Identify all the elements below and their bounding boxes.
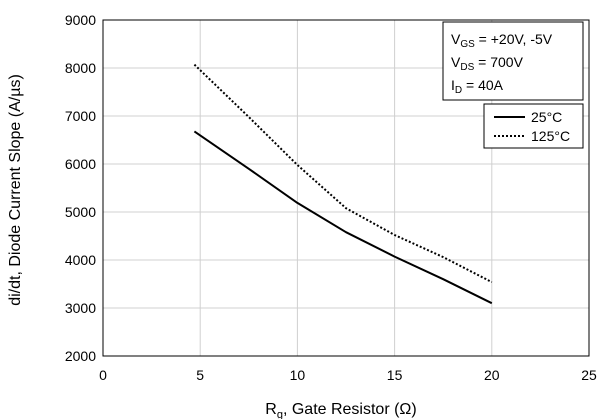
legend-label-125c: 125°C xyxy=(531,128,570,144)
series-line-25c xyxy=(193,130,493,305)
condition-vgs: VGS = +20V, -5V xyxy=(451,31,553,50)
y-tick-label: 5000 xyxy=(65,204,96,220)
y-tick-label: 9000 xyxy=(65,12,96,28)
x-tick-label: 25 xyxy=(581,367,597,383)
x-axis-title-sub: g xyxy=(277,409,283,419)
x-tick-label: 10 xyxy=(290,367,306,383)
x-axis-title-rest: , Gate Resistor (Ω) xyxy=(283,401,417,418)
x-axis-title-main: R xyxy=(265,401,277,418)
plot-area-frame xyxy=(102,19,590,357)
series-line-125c xyxy=(193,63,493,283)
y-tick-label: 3000 xyxy=(65,300,96,316)
y-tick-labels: 2000 3000 4000 5000 6000 7000 8000 9000 xyxy=(65,12,96,364)
x-tick-label: 15 xyxy=(387,367,403,383)
y-axis-title: di/dt, Diode Current Slope (A/µs) xyxy=(7,74,24,306)
y-tick-label: 6000 xyxy=(65,156,96,172)
y-tick-label: 2000 xyxy=(65,348,96,364)
legend-label-25c: 25°C xyxy=(531,109,562,125)
y-tick-label: 4000 xyxy=(65,252,96,268)
condition-vds: VDS = 700V xyxy=(451,54,524,73)
x-axis-title: Rg, Gate Resistor (Ω) xyxy=(265,401,416,419)
legend-box xyxy=(483,103,584,149)
x-tick-labels: 0 5 10 15 20 25 xyxy=(99,367,597,383)
x-tick-label: 0 xyxy=(99,367,107,383)
y-tick-label: 7000 xyxy=(65,108,96,124)
series-layer xyxy=(193,63,493,305)
y-tick-label: 8000 xyxy=(65,60,96,76)
conditions-box xyxy=(442,21,584,101)
x-tick-label: 20 xyxy=(484,367,500,383)
condition-id: ID = 40A xyxy=(451,77,504,96)
x-tick-label: 5 xyxy=(196,367,204,383)
